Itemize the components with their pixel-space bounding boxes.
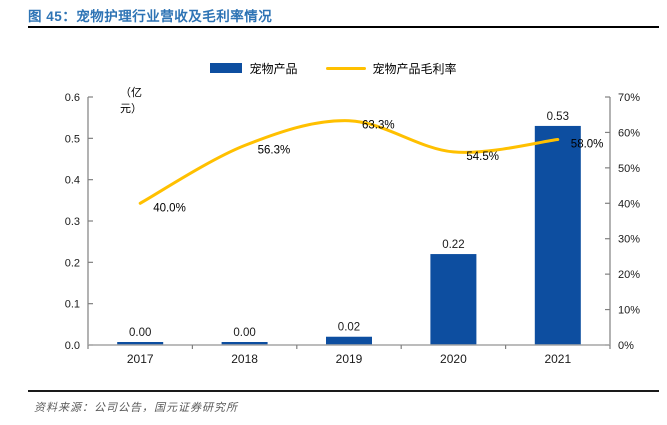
right-axis-tick-label: 40% [618,198,640,210]
source-note: 资料来源：公司公告，国元证券研究所 [34,402,238,414]
bar-2020 [430,254,477,345]
combo-chart-plot: 0.0 0.1 0.2 0.3 0.4 0.5 0.6 0% 10% 20% 30% 40% 50% 60… [65,92,641,366]
source-divider [28,390,659,392]
bar-2021 [534,125,581,345]
category-label-2020: 2020 [440,352,467,366]
bar-value-label: 0.00 [233,327,255,339]
title-divider [28,26,659,28]
left-axis-tick-label: 0.0 [65,340,80,352]
legend-item-bar: 宠物产品 [210,60,298,77]
left-axis-unit-label: （亿元） [120,87,142,115]
left-axis-tick-label: 0.4 [65,175,80,187]
bar-value-label: 0.00 [129,327,151,339]
bar-swatch-icon [210,63,243,73]
bar-value-label: 0.53 [547,111,569,123]
bar-value-label: 0.02 [338,322,360,334]
left-axis-tick-label: 0.5 [65,133,80,145]
bar-value-label: 0.22 [442,239,464,251]
category-label-2018: 2018 [231,352,258,366]
right-axis-tick-label: 10% [618,305,640,317]
category-label-2021: 2021 [544,352,571,366]
bar-2017 [117,342,164,345]
legend-bar-label: 宠物产品 [249,61,298,76]
bar-2019 [326,336,372,345]
right-axis-tick-label: 50% [618,163,640,175]
right-axis-tick-label: 0% [618,340,634,352]
line-point-label: 58.0% [571,139,604,151]
line-swatch-icon [325,66,366,70]
line-point-label: 56.3% [258,145,291,157]
legend-line-label: 宠物产品毛利率 [372,61,457,76]
right-axis-tick-label: 20% [618,269,640,281]
right-axis-tick-label: 70% [618,92,640,104]
gross-margin-line [138,119,560,205]
left-axis-tick-label: 0.3 [65,216,80,228]
legend-item-line: 宠物产品毛利率 [325,60,457,77]
figure-title: 图 45：宠物护理行业营收及毛利率情况 [28,9,273,24]
right-axis-tick-label: 30% [618,234,640,246]
line-point-label: 63.3% [362,120,395,132]
bar-2018 [221,342,268,345]
left-axis-tick-label: 0.2 [65,257,80,269]
legend: 宠物产品 宠物产品毛利率 [0,58,667,78]
category-label-2019: 2019 [336,352,363,366]
left-axis-tick-label: 0.6 [65,92,80,104]
right-axis-tick-label: 60% [618,127,640,139]
left-axis-tick-label: 0.1 [65,299,80,311]
line-point-label: 54.5% [466,151,499,163]
line-point-label: 40.0% [153,202,186,214]
category-label-2017: 2017 [127,352,154,366]
